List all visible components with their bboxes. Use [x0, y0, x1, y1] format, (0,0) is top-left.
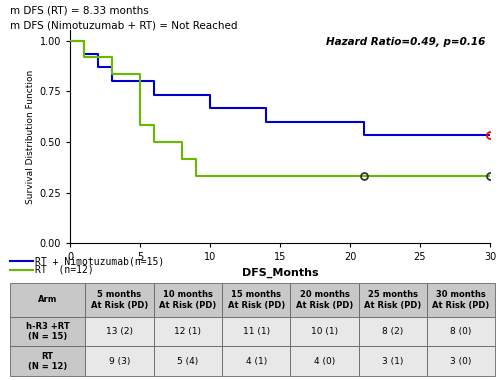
Text: Hazard Ratio=0.49, p=0.16: Hazard Ratio=0.49, p=0.16: [326, 37, 486, 47]
Text: 8 (2): 8 (2): [382, 327, 404, 336]
Text: 25 months
At Risk (PD): 25 months At Risk (PD): [364, 290, 422, 310]
Text: 3 (0): 3 (0): [450, 357, 471, 366]
Text: m DFS (Nimotuzumab + RT) = Not Reached: m DFS (Nimotuzumab + RT) = Not Reached: [10, 21, 237, 31]
Text: 10 months
At Risk (PD): 10 months At Risk (PD): [159, 290, 216, 310]
Text: 4 (0): 4 (0): [314, 357, 335, 366]
Text: 3 (1): 3 (1): [382, 357, 404, 366]
Text: RT
(N = 12): RT (N = 12): [28, 352, 67, 371]
Y-axis label: Survival Distribution Function: Survival Distribution Function: [26, 70, 35, 204]
Text: h-R3 +RT
(N = 15): h-R3 +RT (N = 15): [26, 322, 70, 341]
Text: 5 months
At Risk (PD): 5 months At Risk (PD): [90, 290, 148, 310]
Text: 5 (4): 5 (4): [177, 357, 199, 366]
Text: 10 (1): 10 (1): [311, 327, 338, 336]
X-axis label: DFS_Months: DFS_Months: [242, 268, 318, 278]
Text: RT  (n=12): RT (n=12): [35, 265, 94, 275]
Text: 9 (3): 9 (3): [108, 357, 130, 366]
Text: m DFS (RT) = 8.33 months: m DFS (RT) = 8.33 months: [10, 6, 149, 16]
Text: 20 months
At Risk (PD): 20 months At Risk (PD): [296, 290, 353, 310]
Text: 8 (0): 8 (0): [450, 327, 471, 336]
Text: 15 months
At Risk (PD): 15 months At Risk (PD): [228, 290, 285, 310]
Text: 11 (1): 11 (1): [242, 327, 270, 336]
Text: 13 (2): 13 (2): [106, 327, 133, 336]
Text: RT + Nimotuzumab(n=15): RT + Nimotuzumab(n=15): [35, 256, 164, 266]
Text: Arm: Arm: [38, 295, 58, 304]
Text: 12 (1): 12 (1): [174, 327, 202, 336]
Text: 4 (1): 4 (1): [246, 357, 267, 366]
Text: 30 months
At Risk (PD): 30 months At Risk (PD): [432, 290, 490, 310]
